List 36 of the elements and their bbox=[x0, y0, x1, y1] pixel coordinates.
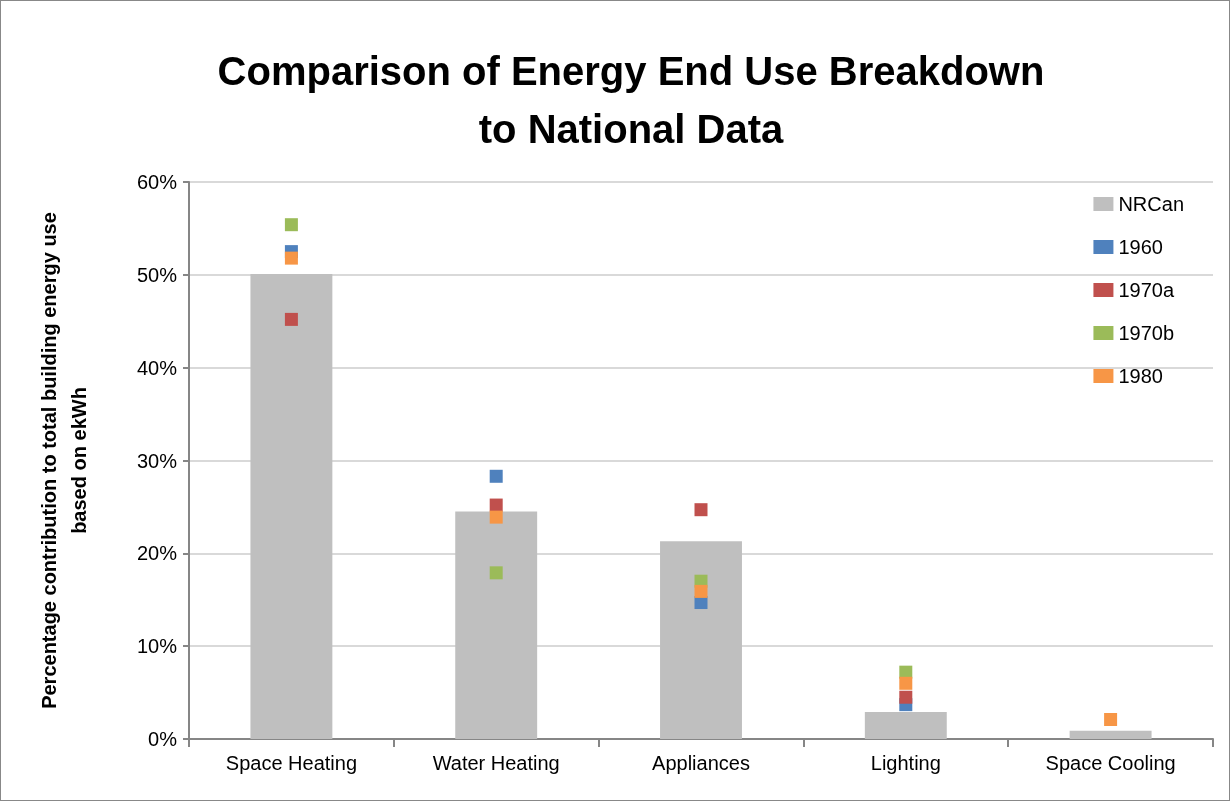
x-tick-label: Space Cooling bbox=[1045, 752, 1176, 774]
point bbox=[489, 510, 503, 524]
point bbox=[489, 566, 503, 580]
point bbox=[284, 218, 298, 232]
legend-label: 1980 bbox=[1118, 365, 1163, 387]
point bbox=[694, 503, 708, 517]
y-tick-label: 30% bbox=[136, 449, 178, 472]
legend-label: 1960 bbox=[1118, 236, 1163, 258]
x-tick-label: Appliances bbox=[652, 752, 750, 774]
y-axis-title: Percentage contribution to total building energy use based on ekWh bbox=[38, 212, 90, 709]
point bbox=[694, 584, 708, 598]
y-tick-label: 40% bbox=[136, 356, 178, 379]
point bbox=[284, 312, 298, 326]
bar bbox=[1069, 730, 1152, 739]
point bbox=[1104, 713, 1118, 727]
y-tick-label: 10% bbox=[136, 635, 178, 658]
bar bbox=[864, 712, 947, 739]
y-tick-label: 20% bbox=[136, 542, 178, 565]
point bbox=[284, 251, 298, 265]
point bbox=[489, 469, 503, 483]
legend-label: 1970a bbox=[1118, 279, 1175, 301]
x-tick-label: Lighting bbox=[870, 752, 941, 774]
y-tick-label: 0% bbox=[148, 728, 178, 750]
x-tick-label: Water Heating bbox=[432, 752, 560, 774]
bar bbox=[660, 541, 742, 739]
y-tick-label: 60% bbox=[136, 171, 178, 193]
x-tick-label: Space Heating bbox=[225, 752, 357, 774]
bar bbox=[455, 511, 538, 739]
point bbox=[489, 498, 503, 512]
legend-label: NRCan bbox=[1118, 193, 1184, 215]
chart-title: Comparison of Energy End Use Breakdown to National Data bbox=[217, 49, 1045, 151]
legend-label: 1970b bbox=[1118, 322, 1175, 344]
bar bbox=[250, 273, 333, 739]
y-tick-label: 50% bbox=[136, 263, 178, 286]
point bbox=[899, 690, 913, 704]
point bbox=[899, 676, 913, 690]
